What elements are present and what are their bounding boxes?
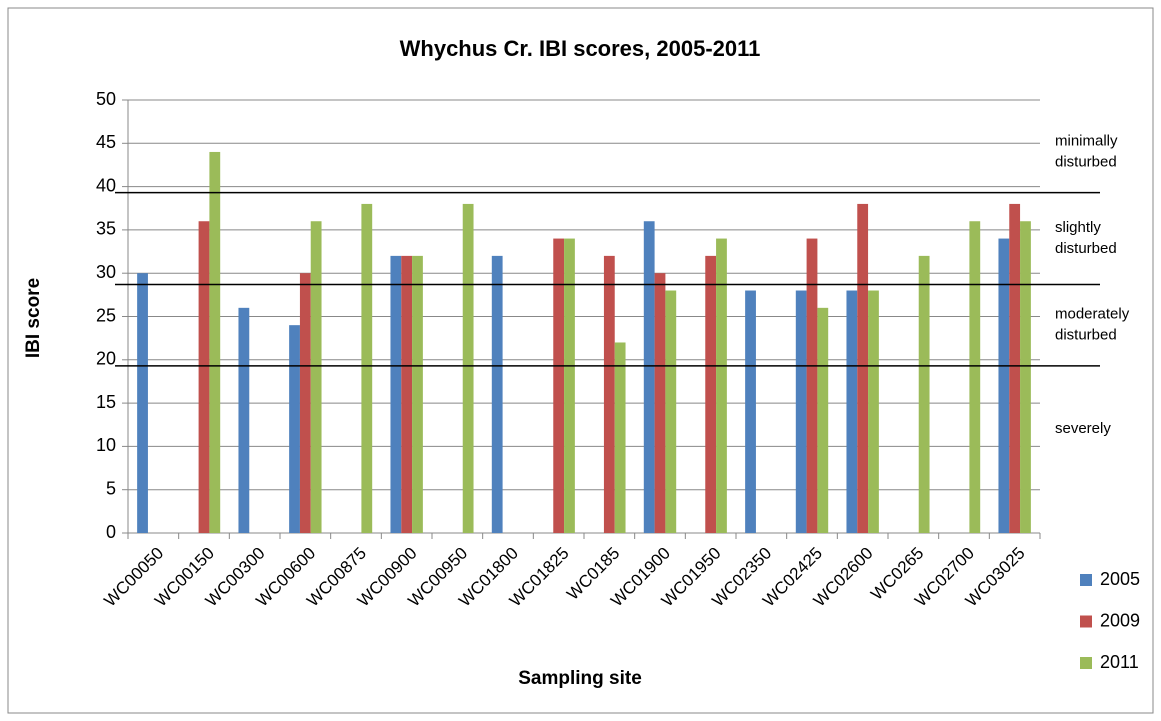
y-tick-label: 10 (96, 435, 116, 455)
y-tick-label: 20 (96, 349, 116, 369)
annotation: minimally (1055, 132, 1118, 149)
bar (390, 255, 402, 533)
legend-label: 2011 (1100, 652, 1139, 672)
bar (603, 255, 615, 533)
bar (412, 255, 423, 533)
bar (401, 255, 413, 533)
y-tick-label: 30 (96, 262, 116, 282)
annotation: moderately (1055, 306, 1130, 323)
y-tick-label: 45 (96, 132, 116, 152)
bar (795, 290, 807, 533)
bar (614, 342, 626, 533)
bar (857, 203, 869, 534)
bar (491, 255, 503, 533)
bar (969, 221, 981, 534)
bar (462, 203, 474, 534)
bar (238, 307, 250, 533)
bar (846, 290, 858, 533)
bar (310, 221, 322, 534)
bar (665, 290, 677, 533)
y-tick-label: 35 (96, 219, 116, 239)
bar (745, 290, 756, 533)
bar (654, 273, 666, 533)
bar (705, 255, 717, 533)
bar (643, 221, 655, 534)
bar (868, 290, 879, 533)
chart-title: Whychus Cr. IBI scores, 2005-2011 (400, 36, 761, 61)
x-axis-label: Sampling site (518, 668, 642, 689)
y-tick-label: 0 (106, 522, 116, 542)
y-tick-label: 15 (96, 392, 116, 412)
y-tick-label: 5 (106, 478, 116, 498)
y-tick-label: 25 (96, 305, 116, 325)
bar (806, 238, 818, 533)
legend-swatch (1080, 574, 1092, 586)
bar (137, 273, 148, 533)
bar (299, 273, 311, 533)
bar (198, 221, 210, 534)
legend-swatch (1080, 657, 1092, 669)
bar (1020, 221, 1031, 534)
bar (998, 238, 1010, 533)
chart-border (7, 7, 1154, 714)
annotation: disturbed (1055, 327, 1117, 344)
annotation: disturbed (1055, 240, 1117, 257)
bar (716, 238, 727, 533)
bar (918, 255, 930, 533)
legend-label: 2005 (1100, 569, 1140, 589)
legend-swatch (1080, 615, 1092, 628)
annotation: disturbed (1055, 153, 1117, 170)
annotation: severely (1055, 420, 1111, 437)
y-tick-label: 40 (96, 175, 116, 195)
bar (289, 325, 300, 533)
bar (209, 151, 221, 533)
bar (564, 238, 575, 533)
bar (817, 307, 829, 533)
y-axis-label: IBI score (23, 278, 44, 358)
annotation: slightly (1055, 219, 1101, 236)
bar (1009, 203, 1021, 534)
y-tick-label: 50 (96, 89, 116, 109)
legend-label: 2009 (1100, 610, 1140, 630)
bar (361, 203, 373, 534)
bar (553, 238, 565, 533)
